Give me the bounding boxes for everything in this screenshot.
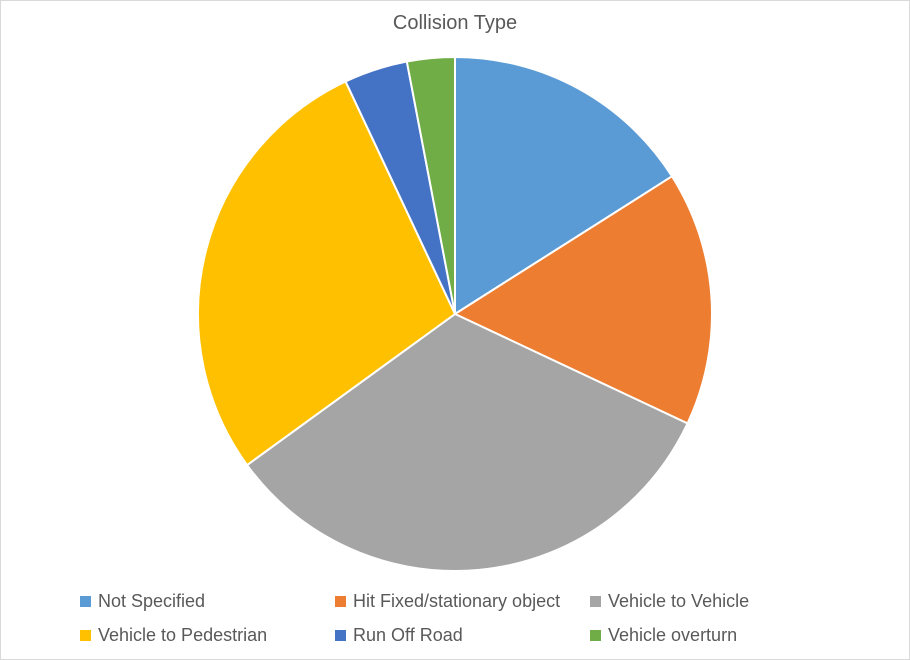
chart-title: Collision Type — [392, 12, 518, 34]
legend-label: Not Specified — [98, 590, 206, 611]
legend-swatch — [80, 595, 91, 607]
legend: Not Specified Hit Fixed/stationary object… — [80, 590, 840, 646]
pie-slice-hit-fixed-stationary-object — [454, 175, 713, 425]
legend-label: Vehicle overturn — [608, 624, 738, 645]
legend-swatch — [335, 595, 346, 607]
legend-label: Vehicle to Pedestrian — [98, 624, 268, 645]
legend-item-run-off-road: Run Off Road — [335, 624, 590, 646]
legend-swatch — [80, 629, 91, 641]
legend-item-hit-fixed-stationary-object: Hit Fixed/stationary object — [335, 590, 590, 612]
legend-label: Run Off Road — [353, 624, 463, 645]
legend-item-not-specified: Not Specified — [80, 590, 335, 612]
pie-slice-not-specified — [454, 56, 673, 315]
legend-swatch — [590, 629, 601, 641]
legend-item-vehicle-overturn: Vehicle overturn — [590, 624, 840, 646]
legend-swatch — [335, 629, 346, 641]
pie-slices — [197, 56, 713, 572]
pie-slice-vehicle-overturn — [405, 56, 456, 315]
legend-label: Hit Fixed/stationary object — [353, 590, 561, 611]
pie-slice-vehicle-to-vehicle — [246, 313, 689, 572]
legend-swatch — [590, 595, 601, 607]
legend-label: Vehicle to Vehicle — [608, 590, 750, 611]
pie-slice-vehicle-to-pedestrian — [197, 80, 456, 467]
legend-item-vehicle-to-vehicle: Vehicle to Vehicle — [590, 590, 840, 612]
legend-item-vehicle-to-pedestrian: Vehicle to Pedestrian — [80, 624, 335, 646]
